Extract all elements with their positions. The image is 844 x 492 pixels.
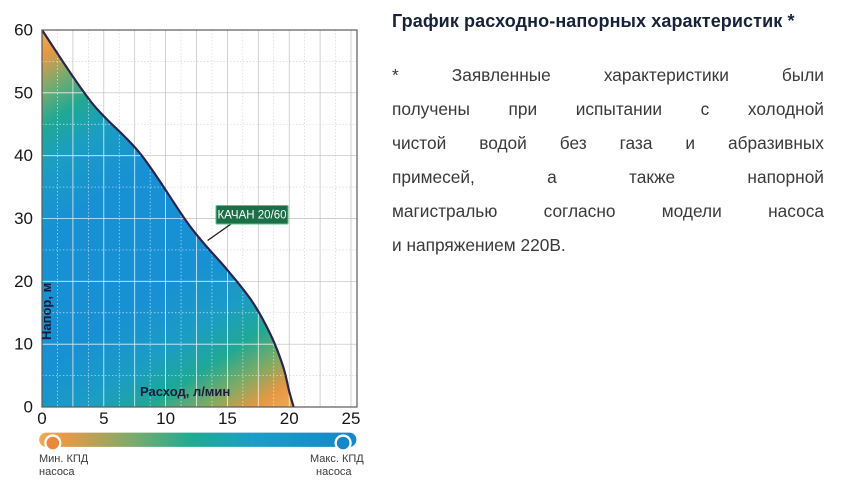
svg-text:0: 0 — [37, 409, 46, 428]
svg-text:20: 20 — [14, 272, 33, 291]
svg-text:50: 50 — [14, 83, 33, 102]
svg-text:Мин. КПД: Мин. КПД — [39, 453, 89, 465]
svg-text:КАЧАН 20/60: КАЧАН 20/60 — [217, 210, 286, 222]
svg-text:0: 0 — [24, 398, 33, 417]
svg-text:насоса: насоса — [316, 466, 352, 478]
svg-text:5: 5 — [99, 409, 108, 428]
svg-text:30: 30 — [14, 209, 33, 228]
svg-text:25: 25 — [342, 409, 361, 428]
svg-text:Макс. КПД: Макс. КПД — [310, 453, 364, 465]
svg-text:10: 10 — [14, 335, 33, 354]
svg-text:насоса: насоса — [39, 466, 75, 478]
svg-text:10: 10 — [156, 409, 175, 428]
svg-text:Напор, м: Напор, м — [39, 283, 54, 340]
svg-text:40: 40 — [14, 146, 33, 165]
svg-text:20: 20 — [280, 409, 299, 428]
svg-text:Расход, л/мин: Расход, л/мин — [140, 384, 230, 399]
svg-text:60: 60 — [14, 21, 33, 40]
svg-text:15: 15 — [218, 409, 237, 428]
